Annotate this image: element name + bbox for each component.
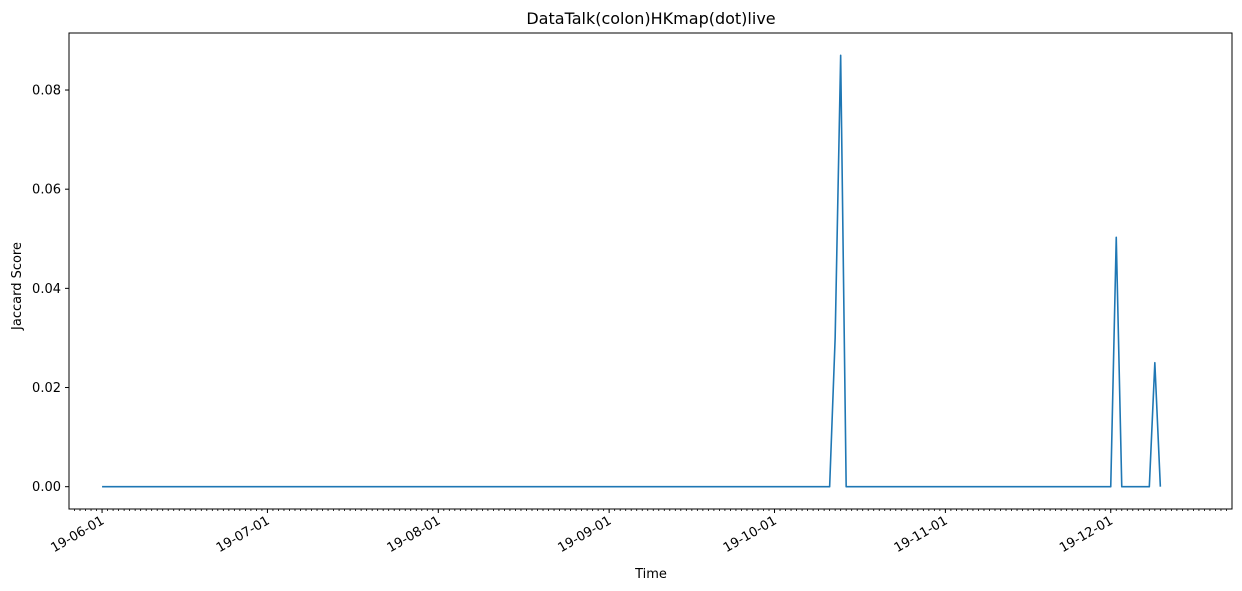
series-line [102,54,1162,488]
chart-title: DataTalk(colon)HKmap(dot)live [526,9,775,28]
y-tick-label: 0.08 [32,84,61,99]
y-tick-label: 0.02 [32,381,61,396]
x-axis-label: Time [634,567,667,582]
axes-frame [68,32,1233,510]
y-tick-label: 0.00 [32,480,61,495]
y-tick-label: 0.06 [32,183,61,198]
y-tick-label: 0.04 [32,282,61,297]
y-axis-label: Jaccard Score [10,242,25,331]
